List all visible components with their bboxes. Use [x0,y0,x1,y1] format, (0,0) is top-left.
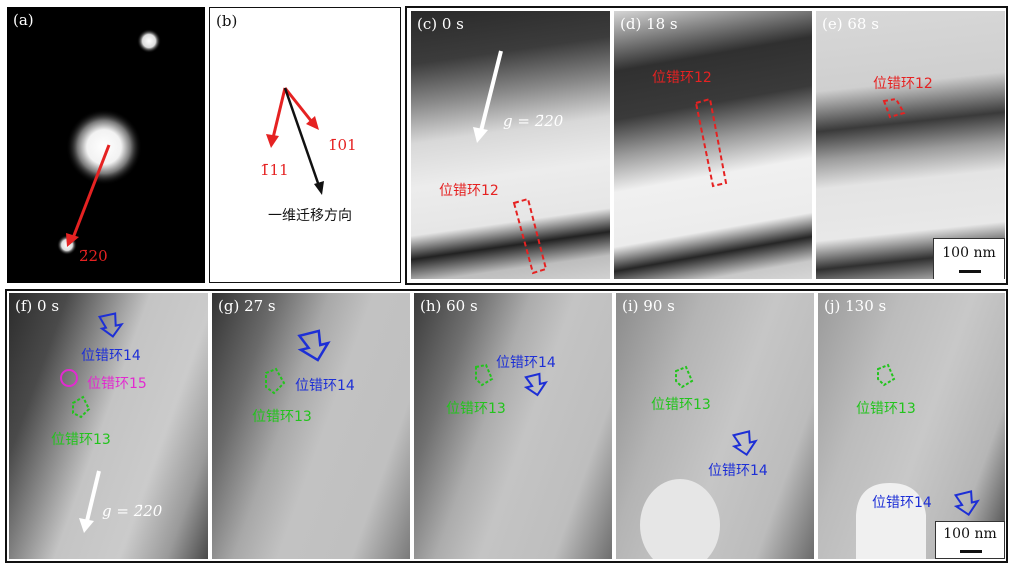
dislocation-loop-14-marker [953,490,980,517]
vector-101-head [306,116,319,130]
g-vector-label: g = 2̄20 [503,112,564,130]
panel-a: (a) 2̄20 [7,7,205,283]
g-vector-arrowhead [66,233,79,247]
diffraction-svg [57,29,161,255]
panel-e: (e) 68 s 位错环12 100 nm [816,11,1005,279]
dislocation-loop-13-label: 位错环13 [51,432,111,448]
dislocation-loop-14-marker [731,430,758,457]
panel-f: (f) 0 s 位错环14 位错环15 位错环13 g = 2̄20 [9,293,208,559]
vector-111 [271,87,287,139]
panel-h-overlay [475,363,548,397]
g-vector-arrow [71,144,111,239]
panel-c-overlay [473,50,548,275]
panel-j-overlay [856,363,980,559]
panel-c: (c) 0 s g = 2̄20 位错环12 [411,11,610,279]
dislocation-loop-13-outline [877,363,896,387]
dislocation-loop-15-label: 位错环15 [87,376,147,392]
dislocation-loop-12-label: 位错环12 [439,183,499,199]
g-vector-arrow [479,50,503,132]
dislocation-loop-14-label: 位错环14 [872,495,932,511]
panel-d-label: (d) 18 s [620,15,678,33]
dislocation-loop-14-label: 位错环14 [496,355,556,371]
vector-diagram-svg [266,87,324,195]
group-cde-frame [405,6,1008,285]
scale-bar-label: 100 nm [943,526,997,542]
dislocation-loop-13-label: 位错环13 [446,401,506,417]
panel-i: (i) 90 s 位错环13 位错环14 [616,293,814,559]
dislocation-loop-13-outline [72,395,91,419]
panel-j: (j) 130 s 位错环13 位错环14 100 nm [818,293,1005,559]
dislocation-loop-13-outline [265,367,286,395]
dislocation-loop-14-label: 位错环14 [81,348,141,364]
dislocation-loop-12-label: 位错环12 [873,76,933,92]
panel-h: (h) 60 s 位错环14 位错环13 [414,293,612,559]
panel-j-label: (j) 130 s [824,297,887,315]
dislocation-loop-13-label: 位错环13 [856,401,916,417]
scale-bar [960,550,982,553]
dislocation-loop-14-marker [297,329,331,362]
dislocation-loop-15-marker [60,369,78,387]
migration-direction-head [314,181,324,195]
dislocation-loop-12-outline [512,197,548,275]
dislocation-loop-13-outline [675,365,694,389]
panel-b-label: (b) [216,12,238,30]
panel-b: (b) 1̄11 1̄01 一维迁移方向 [209,7,401,283]
vector-101 [283,87,314,123]
dislocation-loop-13-outline [475,363,494,387]
vector-101-label: 1̄01 [328,136,357,154]
panel-g-label: (g) 27 s [218,297,276,315]
panel-a-label: (a) [13,11,34,29]
migration-direction-label: 一维迁移方向 [268,208,352,224]
group-fj-frame [5,289,1008,563]
spot-220-label: 2̄20 [79,247,108,265]
panel-d: (d) 18 s 位错环12 [614,11,812,279]
g-vector-arrow [85,470,101,522]
bright-region [856,483,926,559]
dislocation-loop-14-marker [97,312,124,338]
vector-111-label: 1̄11 [260,161,289,179]
diffraction-spot-top [137,29,161,53]
panel-i-label: (i) 90 s [622,297,675,315]
panel-g: (g) 27 s 位错环14 位错环13 [212,293,410,559]
scale-bar-box: 100 nm [933,238,1005,279]
panel-g-overlay [265,329,331,395]
dislocation-loop-12-outline [882,97,906,119]
dislocation-loop-14-label: 位错环14 [295,378,355,394]
central-beam-spot [66,109,142,185]
dislocation-loop-13-label: 位错环13 [651,397,711,413]
g-vector-arrowhead [473,127,488,143]
panel-c-label: (c) 0 s [417,15,464,33]
scale-bar [959,270,981,273]
dislocation-loop-14-label: 位错环14 [708,463,768,479]
g-vector-label: g = 2̄20 [102,502,163,520]
g-vector-arrowhead [79,518,94,533]
panel-h-label: (h) 60 s [420,297,478,315]
panel-f-overlay [60,312,124,533]
panel-e-overlay [882,97,906,119]
scale-bar-box: 100 nm [935,521,1005,559]
bright-region [640,479,720,559]
migration-direction-vector [283,87,321,187]
dislocation-loop-13-label: 位错环13 [252,409,312,425]
dislocation-loop-12-label: 位错环12 [652,70,712,86]
dislocation-loop-12-outline [694,97,728,188]
panel-i-overlay [640,365,758,559]
scale-bar-label: 100 nm [942,245,996,261]
panel-f-label: (f) 0 s [15,297,60,315]
vector-111-head [266,134,279,148]
panel-e-label: (e) 68 s [822,15,879,33]
dislocation-loop-14-marker [523,372,548,397]
panel-d-overlay [694,97,728,188]
